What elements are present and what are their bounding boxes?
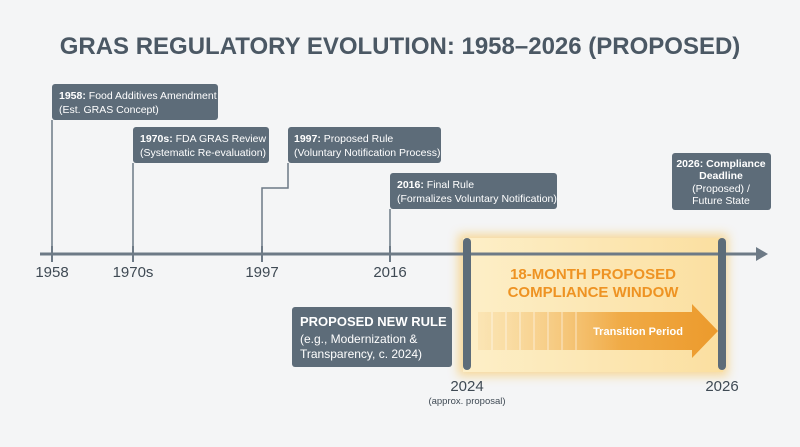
marker-label: 2026 xyxy=(705,378,738,395)
event-note: (Est. GRAS Concept) xyxy=(59,104,159,116)
proposal-note: (e.g., Modernization & xyxy=(300,332,417,346)
axis-label: 2016 xyxy=(373,264,406,281)
event-box xyxy=(288,127,441,163)
compliance-window xyxy=(463,238,723,372)
event-text: 1958: Food Additives Amendment xyxy=(59,90,217,102)
axis-label: 1970s xyxy=(113,264,154,281)
deadline-box xyxy=(672,153,771,210)
transition-arrow xyxy=(478,304,718,358)
event-note: (Systematic Re-evaluation) xyxy=(140,147,266,159)
window-heading: COMPLIANCE WINDOW xyxy=(508,284,680,301)
event-box xyxy=(390,173,557,209)
event-box xyxy=(52,84,218,120)
event-box xyxy=(133,127,269,163)
event-note: (Voluntary Notification Process) xyxy=(294,147,440,159)
title: GRAS REGULATORY EVOLUTION: 1958–2026 (PR… xyxy=(60,33,741,60)
marker-note: (approx. proposal) xyxy=(428,396,505,407)
event-text: 1997: Proposed Rule xyxy=(294,133,393,145)
proposal-box xyxy=(292,307,452,367)
axis-label: 1958 xyxy=(35,264,68,281)
deadline-note: (Proposed) / xyxy=(692,183,750,195)
axis-ticks xyxy=(51,246,391,262)
connector xyxy=(261,163,289,246)
marker-bar xyxy=(718,238,726,370)
deadline-note: Future State xyxy=(692,195,750,207)
marker-label: 2024 xyxy=(450,378,483,395)
deadline-heading: 2026: Compliance xyxy=(676,158,765,170)
window-heading: 18-MONTH PROPOSED xyxy=(510,266,676,283)
event-note: (Formalizes Voluntary Notification) xyxy=(397,193,557,205)
axis-label: 1997 xyxy=(245,264,278,281)
proposal-heading: PROPOSED NEW RULE xyxy=(300,314,447,329)
deadline-heading: Deadline xyxy=(699,170,743,182)
marker-bar xyxy=(463,238,471,370)
axis-arrow xyxy=(756,247,768,261)
event-text: 2016: Final Rule xyxy=(397,179,474,191)
proposal-note: Transparency, c. 2024) xyxy=(300,347,422,361)
arrow-label: Transition Period xyxy=(593,326,683,338)
event-text: 1970s: FDA GRAS Review xyxy=(140,133,266,145)
arrow-stripes xyxy=(491,312,577,350)
